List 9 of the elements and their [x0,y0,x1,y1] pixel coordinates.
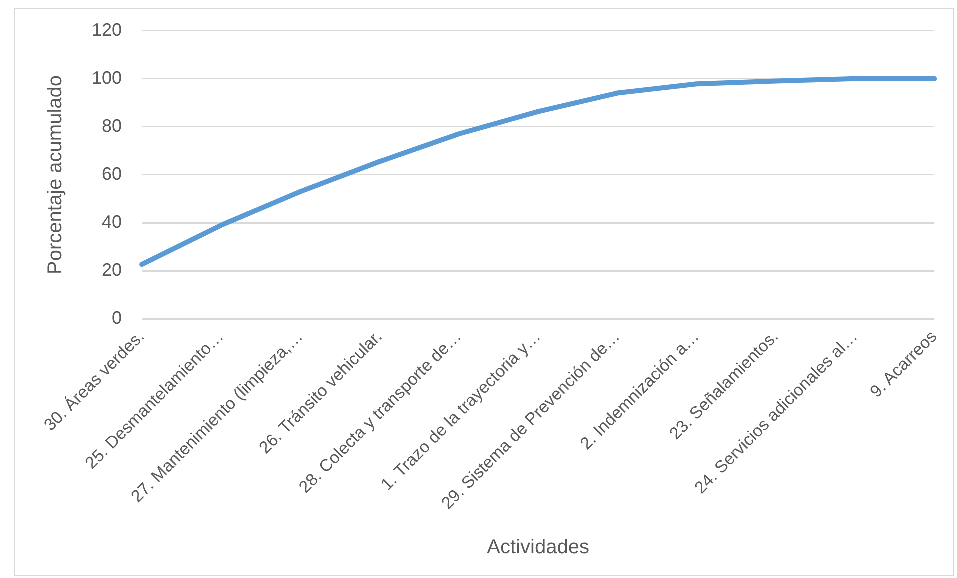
y-tick-label: 60 [102,164,122,184]
y-tick-label: 80 [102,116,122,136]
x-axis-title: Actividades [487,536,590,559]
y-tick-label: 20 [102,260,122,280]
y-tick-label: 100 [92,68,122,88]
y-tick-label: 120 [92,20,122,40]
y-tick-label: 40 [102,212,122,232]
y-tick-label: 0 [112,308,122,328]
y-axis-title: Porcentaje acumulado [44,75,67,274]
